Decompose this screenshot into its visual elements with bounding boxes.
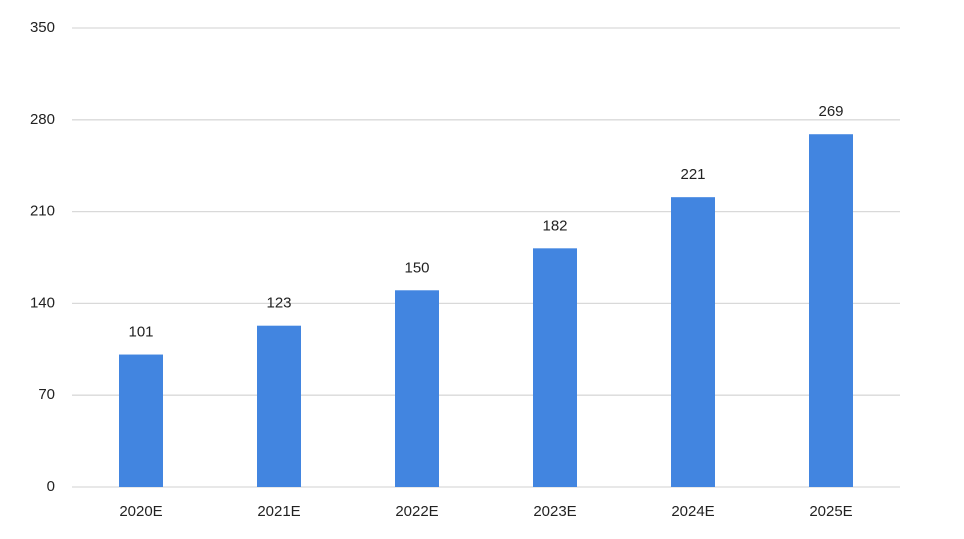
x-tick-label: 2021E bbox=[257, 503, 300, 520]
bar bbox=[395, 290, 439, 487]
y-tick-label: 280 bbox=[30, 111, 55, 128]
x-tick-label: 2024E bbox=[671, 503, 714, 520]
x-tick-label: 2023E bbox=[533, 503, 576, 520]
y-tick-label: 140 bbox=[30, 294, 55, 311]
x-tick-label: 2022E bbox=[395, 503, 438, 520]
bar bbox=[119, 354, 163, 487]
bar bbox=[671, 197, 715, 487]
data-label: 269 bbox=[818, 103, 843, 120]
data-label: 182 bbox=[542, 217, 567, 234]
data-label: 221 bbox=[680, 166, 705, 183]
y-tick-label: 350 bbox=[30, 19, 55, 36]
x-tick-label: 2025E bbox=[809, 503, 852, 520]
data-label: 101 bbox=[128, 324, 153, 341]
y-tick-label: 210 bbox=[30, 203, 55, 220]
bar bbox=[533, 248, 577, 487]
bar bbox=[257, 325, 301, 487]
y-tick-label: 0 bbox=[47, 478, 55, 495]
bar bbox=[809, 134, 853, 487]
data-label: 123 bbox=[266, 295, 291, 312]
y-tick-label: 70 bbox=[38, 386, 55, 403]
data-label: 150 bbox=[404, 259, 429, 276]
x-tick-label: 2020E bbox=[119, 503, 162, 520]
